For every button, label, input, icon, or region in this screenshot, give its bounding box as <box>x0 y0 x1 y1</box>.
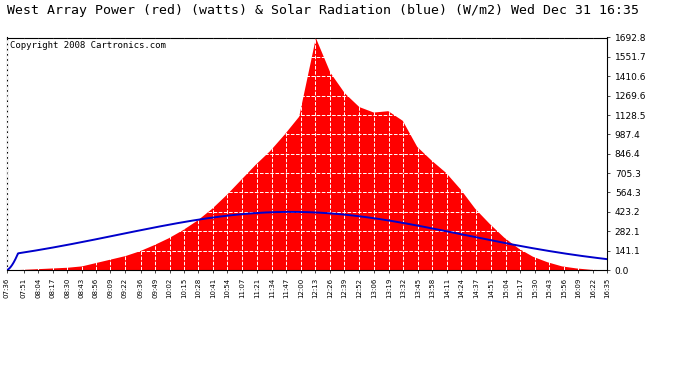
Text: West Array Power (red) (watts) & Solar Radiation (blue) (W/m2) Wed Dec 31 16:35: West Array Power (red) (watts) & Solar R… <box>7 4 639 17</box>
Text: Copyright 2008 Cartronics.com: Copyright 2008 Cartronics.com <box>10 41 166 50</box>
